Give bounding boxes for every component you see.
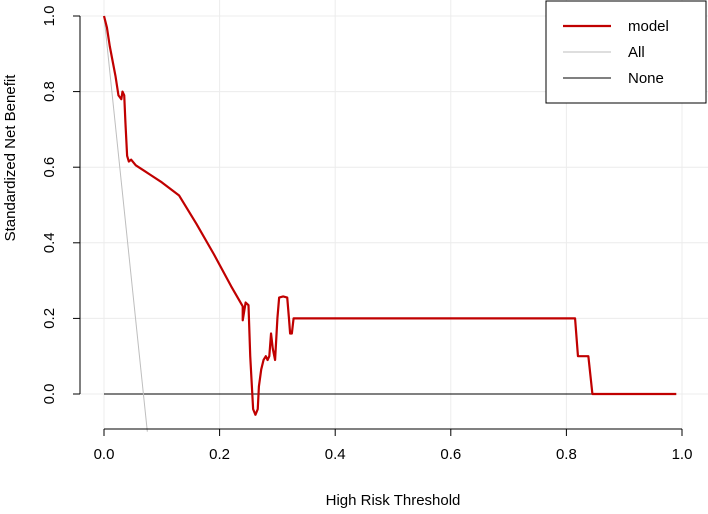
legend: model All None <box>545 0 707 104</box>
y-tick-label-2: 0.4 <box>41 232 58 253</box>
y-tick-label-5: 1.0 <box>41 6 58 27</box>
y-axis: 0.0 0.2 0.4 0.6 0.8 1.0 <box>41 6 81 405</box>
y-tick-label-0: 0.0 <box>41 384 58 405</box>
y-tick-label-4: 0.8 <box>41 81 58 102</box>
x-tick-label-1: 0.2 <box>209 446 230 463</box>
legend-label-model: model <box>628 18 669 35</box>
y-tick-label-1: 0.2 <box>41 308 58 329</box>
x-axis-title: High Risk Threshold <box>326 492 461 509</box>
x-tick-label-5: 1.0 <box>672 446 693 463</box>
legend-label-none: None <box>628 70 664 87</box>
series-line-model <box>102 15 677 416</box>
x-axis: 0.0 0.2 0.4 0.6 0.8 1.0 <box>94 428 693 463</box>
series-line-all <box>103 15 148 432</box>
y-axis-title: Standardized Net Benefit <box>2 74 19 242</box>
x-tick-label-3: 0.6 <box>440 446 461 463</box>
y-tick-label-3: 0.6 <box>41 157 58 178</box>
x-tick-label-2: 0.4 <box>325 446 346 463</box>
series-lines <box>102 15 677 432</box>
legend-label-all: All <box>628 44 645 61</box>
x-tick-label-4: 0.8 <box>556 446 577 463</box>
x-tick-label-0: 0.0 <box>94 446 115 463</box>
